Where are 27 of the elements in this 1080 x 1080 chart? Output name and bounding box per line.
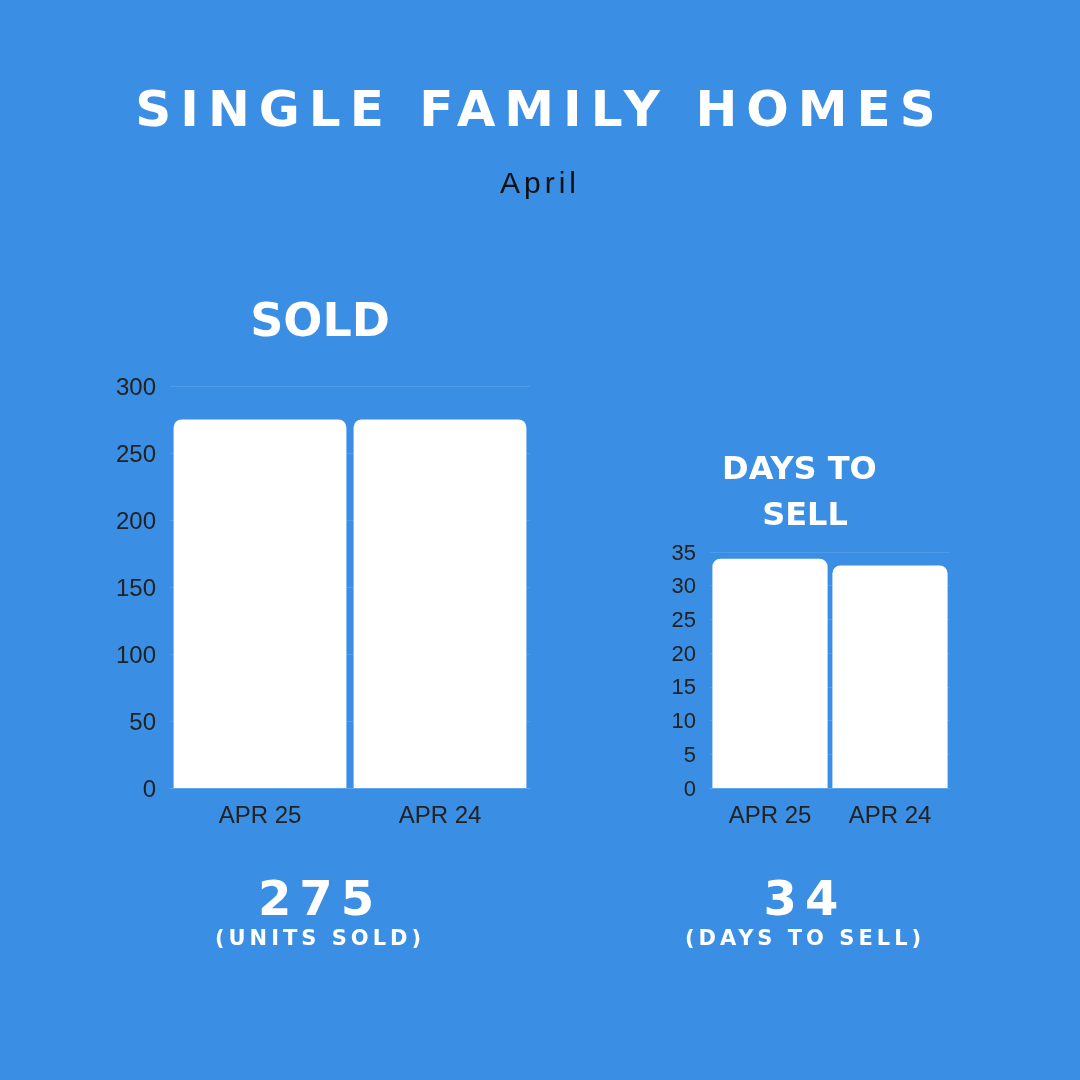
text: April: [499, 166, 581, 200]
text: 34: [762, 870, 848, 926]
y-tick-label: 300: [115, 372, 156, 400]
y-tick-label: 25: [671, 606, 696, 632]
x-tick-label: APR 25: [218, 800, 302, 828]
y-tick-label: 20: [671, 640, 696, 666]
y-tick-label: 50: [129, 707, 156, 735]
y-tick-label: 100: [115, 640, 156, 668]
x-tick-label: APR 24: [848, 800, 932, 828]
text: (UNITS SOLD): [213, 926, 427, 950]
chart-title: DAYS TO SELL: [722, 449, 888, 533]
y-tick-label: 150: [115, 573, 156, 601]
x-tick-label: APR 25: [728, 800, 812, 828]
x-tick-label: APR 24: [398, 800, 482, 828]
y-tick-label: 0: [142, 774, 156, 802]
text: 275: [256, 870, 384, 926]
y-tick-label: 200: [115, 506, 156, 534]
y-tick-label: 5: [683, 741, 696, 767]
y-tick-label: 15: [671, 674, 696, 700]
chart-title: SOLD: [250, 293, 390, 347]
text: SINGLE FAMILY HOMES: [134, 80, 946, 138]
y-tick-label: 0: [683, 775, 696, 801]
y-tick-label: 30: [671, 573, 696, 599]
y-tick-label: 35: [671, 539, 696, 565]
text: (DAYS TO SELL): [683, 926, 927, 950]
y-tick-label: 10: [671, 708, 696, 734]
y-tick-label: 250: [115, 439, 156, 467]
